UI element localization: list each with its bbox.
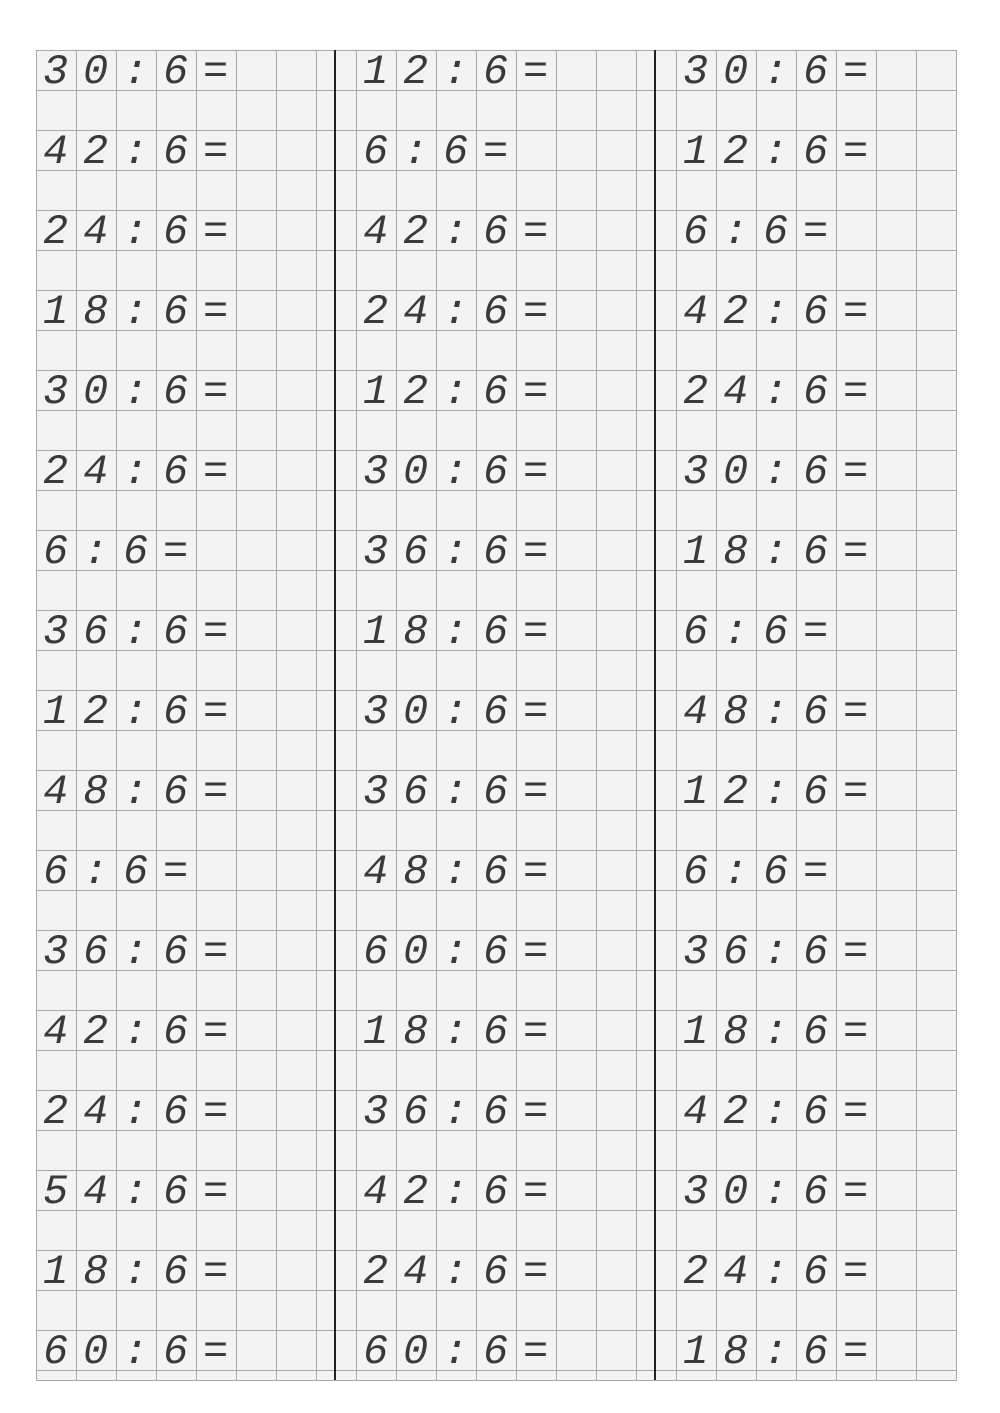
division-problem: 60 : 6 = [43, 1328, 244, 1376]
graph-paper-worksheet: 30 : 6 = 42 : 6 = 24 : 6 = 18 : 6 = 30 : 6 =… [36, 50, 957, 1381]
division-problem: 30 : 6 = [363, 448, 564, 496]
division-problem: 24 : 6 = [43, 208, 244, 256]
division-problem: 60 : 6 = [363, 928, 564, 976]
division-problem: 36 : 6 = [363, 1088, 564, 1136]
division-problem: 24 : 6 = [43, 1088, 244, 1136]
division-problem: 12 : 6 = [363, 368, 564, 416]
division-problem: 6 : 6 = [683, 848, 844, 896]
division-problem: 30 : 6 = [683, 48, 884, 96]
division-problem: 48 : 6 = [363, 848, 564, 896]
problem-column-3: 30 : 6 = 12 : 6 = 6 : 6 = 42 : 6 = 24 : 6 = 3… [676, 50, 976, 1380]
division-problem: 12 : 6 = [683, 768, 884, 816]
division-problem: 6 : 6 = [43, 528, 204, 576]
division-problem: 42 : 6 = [363, 1168, 564, 1216]
problem-column-1: 30 : 6 = 42 : 6 = 24 : 6 = 18 : 6 = 30 : 6 =… [36, 50, 336, 1380]
division-problem: 24 : 6 = [43, 448, 244, 496]
division-problem: 12 : 6 = [363, 48, 564, 96]
division-problem: 6 : 6 = [363, 128, 524, 176]
division-problem: 12 : 6 = [683, 128, 884, 176]
division-problem: 42 : 6 = [683, 288, 884, 336]
division-problem: 24 : 6 = [363, 1248, 564, 1296]
division-problem: 36 : 6 = [363, 528, 564, 576]
division-problem: 42 : 6 = [43, 128, 244, 176]
division-problem: 60 : 6 = [363, 1328, 564, 1376]
division-problem: 18 : 6 = [363, 1008, 564, 1056]
division-problem: 48 : 6 = [683, 688, 884, 736]
division-problem: 24 : 6 = [683, 1248, 884, 1296]
division-problem: 18 : 6 = [363, 608, 564, 656]
division-problem: 30 : 6 = [683, 448, 884, 496]
division-problem: 42 : 6 = [43, 1008, 244, 1056]
column-divider [334, 50, 336, 1380]
division-problem: 18 : 6 = [683, 1008, 884, 1056]
division-problem: 54 : 6 = [43, 1168, 244, 1216]
division-problem: 18 : 6 = [683, 528, 884, 576]
division-problem: 12 : 6 = [43, 688, 244, 736]
division-problem: 18 : 6 = [43, 1248, 244, 1296]
division-problem: 18 : 6 = [43, 288, 244, 336]
division-problem: 18 : 6 = [683, 1328, 884, 1376]
problem-column-2: 12 : 6 = 6 : 6 = 42 : 6 = 24 : 6 = 12 : 6 = 3… [356, 50, 656, 1380]
division-problem: 24 : 6 = [683, 368, 884, 416]
division-problem: 6 : 6 = [683, 608, 844, 656]
division-problem: 36 : 6 = [683, 928, 884, 976]
division-problem: 36 : 6 = [43, 928, 244, 976]
division-problem: 36 : 6 = [363, 768, 564, 816]
division-problem: 42 : 6 = [683, 1088, 884, 1136]
division-problem: 36 : 6 = [43, 608, 244, 656]
column-divider [654, 50, 656, 1380]
division-problem: 6 : 6 = [683, 208, 844, 256]
division-problem: 30 : 6 = [363, 688, 564, 736]
division-problem: 48 : 6 = [43, 768, 244, 816]
division-problem: 30 : 6 = [43, 368, 244, 416]
division-problem: 6 : 6 = [43, 848, 204, 896]
division-problem: 42 : 6 = [363, 208, 564, 256]
division-problem: 30 : 6 = [683, 1168, 884, 1216]
division-problem: 30 : 6 = [43, 48, 244, 96]
division-problem: 24 : 6 = [363, 288, 564, 336]
